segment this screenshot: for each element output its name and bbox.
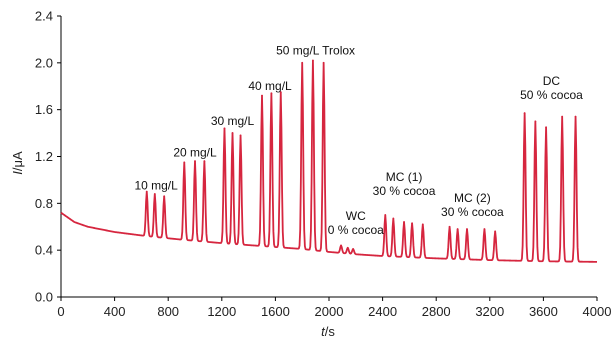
- peak-point: [483, 228, 486, 230]
- x-axis-var: t: [321, 324, 326, 337]
- peak-point: [340, 244, 342, 247]
- peak-point: [322, 61, 325, 64]
- x-tick-label: 2000: [315, 304, 344, 319]
- peak-point: [352, 248, 355, 250]
- peak-point: [183, 161, 186, 164]
- current-trace-line: [60, 59, 598, 263]
- annotation-line: 30 mg/L: [211, 114, 255, 128]
- annotation-line: MC (2): [454, 191, 491, 205]
- y-tick-label: 0.8: [35, 196, 53, 211]
- peak-point: [203, 160, 206, 163]
- x-tick-label: 3200: [475, 304, 504, 319]
- peak-point: [145, 190, 148, 193]
- peak-point: [466, 228, 468, 230]
- peak-point: [403, 221, 405, 223]
- x-axis-title: t/s: [321, 324, 335, 337]
- x-tick-label: 3600: [529, 304, 558, 319]
- peak-point: [279, 91, 282, 94]
- peak-point: [384, 214, 387, 216]
- peak-point: [301, 61, 304, 64]
- y-axis-title: I/μA: [10, 151, 25, 175]
- peak-point: [163, 195, 166, 198]
- x-axis-unit: /s: [325, 324, 336, 337]
- peak-group-label: WC 0 % cocoa: [328, 209, 384, 237]
- peak-group-label: DC 50 % cocoa: [520, 74, 583, 102]
- peak-group-label: MC (1) 30 % cocoa: [373, 170, 436, 198]
- peak-point: [561, 115, 564, 118]
- peak-point: [574, 115, 577, 118]
- peak-point: [231, 132, 234, 134]
- peak-point: [494, 230, 497, 233]
- peak-point: [534, 120, 537, 123]
- peak-group-label: MC (2) 30 % cocoa: [441, 191, 504, 219]
- peak-group-label: 40 mg/L: [248, 79, 292, 93]
- x-tick-label: 800: [157, 304, 179, 319]
- annotation-line: 30 % cocoa: [373, 184, 436, 198]
- series: [60, 59, 598, 263]
- y-tick-label: 0.0: [35, 290, 53, 305]
- annotations: 10 mg/L 20 mg/L 30 mg/L 40 mg/L 50 mg/L Trol…: [134, 44, 583, 237]
- peak-point: [448, 225, 451, 228]
- ticks: 0 400 800 1200 1600 2000 2400 2800 3200 3600 4000 0…: [35, 9, 612, 320]
- annotation-line: 10 mg/L: [134, 178, 178, 192]
- peak-point: [421, 223, 424, 226]
- peak-point: [194, 160, 196, 163]
- y-axis-var: I: [10, 171, 25, 175]
- x-tick-label: 2800: [422, 304, 451, 319]
- peak-point: [523, 112, 526, 115]
- y-tick-label: 0.4: [35, 243, 53, 258]
- peak-point: [392, 217, 395, 220]
- x-tick-label: 0: [57, 304, 64, 319]
- annotation-line: 50 mg/L Trolox: [276, 44, 355, 58]
- peak-group-label: 50 mg/L Trolox: [276, 44, 355, 58]
- x-tick-label: 2400: [368, 304, 397, 319]
- axes: [60, 16, 597, 298]
- y-tick-label: 2.4: [35, 9, 53, 24]
- annotation-line: WC: [346, 209, 366, 223]
- y-axis-unit: /μA: [10, 151, 25, 171]
- peak-point: [239, 134, 242, 137]
- x-tick-label: 1600: [261, 304, 290, 319]
- peak-point: [270, 92, 273, 95]
- y-tick-label: 1.6: [35, 102, 53, 117]
- annotation-line: 50 % cocoa: [520, 88, 583, 102]
- peak-point: [312, 59, 314, 62]
- y-tick-label: 2.0: [35, 55, 53, 70]
- annotation-line: DC: [543, 74, 561, 88]
- x-tick-label: 400: [104, 304, 126, 319]
- peak-point: [153, 193, 156, 195]
- x-tick-label: 1200: [207, 304, 236, 319]
- y-tick-label: 1.2: [35, 149, 53, 164]
- annotation-line: 40 mg/L: [248, 79, 292, 93]
- peak-group-label: 30 mg/L: [211, 114, 255, 128]
- annotation-line: 20 mg/L: [173, 146, 217, 160]
- peak-group-label: 20 mg/L: [173, 146, 217, 160]
- peak-point: [545, 126, 547, 129]
- peak-point: [261, 94, 263, 97]
- peak-group-label: 10 mg/L: [134, 178, 178, 192]
- peak-point: [411, 222, 413, 225]
- x-tick-label: 4000: [583, 304, 612, 319]
- annotation-line: 0 % cocoa: [328, 223, 384, 237]
- peak-point: [346, 246, 349, 249]
- peak-point: [456, 228, 459, 230]
- peak-point: [223, 127, 226, 130]
- annotation-line: 30 % cocoa: [441, 205, 504, 219]
- annotation-line: MC (1): [386, 170, 423, 184]
